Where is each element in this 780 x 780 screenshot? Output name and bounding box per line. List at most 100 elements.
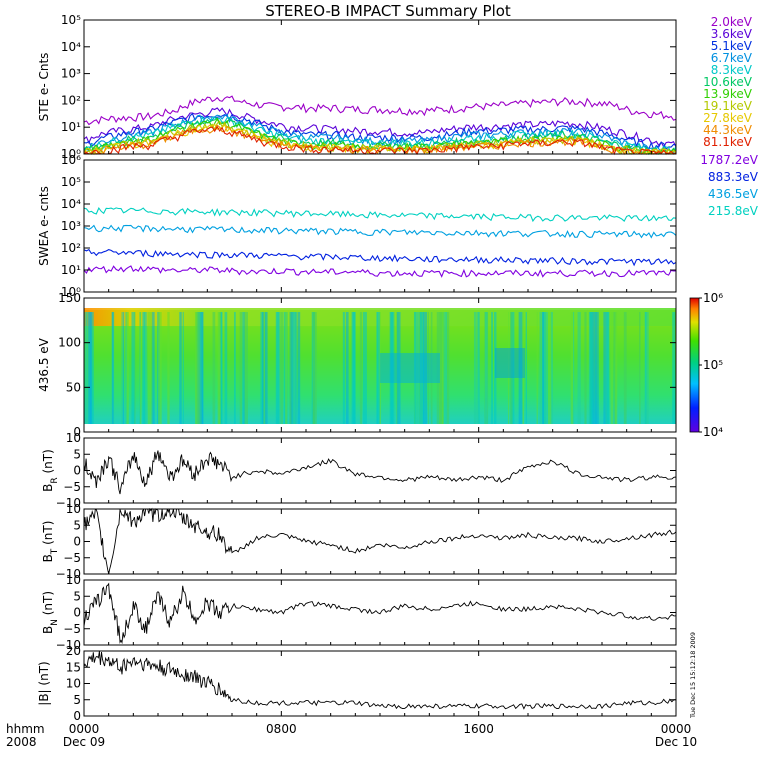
heatmap-stripe bbox=[613, 312, 617, 424]
y-tick-label: 10² bbox=[61, 93, 81, 107]
heatmap-stripe bbox=[242, 312, 244, 424]
heatmap-stripe bbox=[377, 312, 380, 424]
legend-entry: 13.9keV bbox=[703, 87, 753, 101]
y-tick-label: −5 bbox=[63, 622, 81, 636]
heatmap-stripe bbox=[217, 312, 221, 424]
colorbar-tick-label: 10⁴ bbox=[703, 425, 723, 439]
heatmap-stripe bbox=[139, 312, 142, 424]
panel-6: −10 −5 0 5 10 BN (nT) bbox=[41, 573, 677, 652]
y-tick-label: 10 bbox=[66, 431, 81, 445]
heatmap-stripe bbox=[573, 312, 575, 424]
y-axis-label-subscript: R bbox=[50, 477, 60, 483]
y-tick-label: 0 bbox=[73, 709, 81, 723]
legend-entry: 1787.2eV bbox=[700, 153, 758, 167]
heatmap-stripe bbox=[570, 312, 574, 424]
y-tick-label: −5 bbox=[63, 480, 81, 494]
heatmap-stripe bbox=[121, 312, 123, 424]
x-tick-label: 0000 bbox=[69, 722, 100, 736]
legend-entry: 44.3keV bbox=[703, 123, 753, 137]
heatmap-stripe bbox=[539, 312, 542, 424]
legend-entry: 5.1keV bbox=[711, 39, 753, 53]
x-axis-label: hhmm bbox=[6, 722, 45, 736]
heatmap-stripe bbox=[595, 312, 599, 424]
timestamp: Tue Dec 15 15:12:18 2009 bbox=[689, 632, 697, 719]
y-tick-label: 100 bbox=[58, 336, 81, 350]
y-axis-label: BR (nT) bbox=[41, 449, 60, 492]
heatmap-stripe bbox=[443, 312, 447, 424]
heatmap-stripe bbox=[151, 312, 153, 424]
heatmap-stripe bbox=[536, 312, 538, 424]
colorbar bbox=[689, 297, 700, 433]
heatmap-stripe bbox=[446, 312, 450, 424]
y-tick-label: 15 bbox=[66, 660, 81, 674]
heatmap-stripe bbox=[442, 312, 444, 424]
heatmap-stripe bbox=[147, 312, 152, 424]
y-tick-label: −10 bbox=[56, 496, 81, 510]
heatmap-stripe bbox=[131, 312, 135, 424]
heatmap-stripe bbox=[84, 312, 88, 424]
y-tick-label: 10⁵ bbox=[61, 13, 81, 27]
heatmap-stripe bbox=[260, 312, 264, 424]
y-axis-label: BN (nT) bbox=[41, 591, 60, 634]
x-tick-label: 0000 bbox=[661, 722, 692, 736]
y-tick-label: 10¹ bbox=[61, 263, 81, 277]
y-axis-label: BT (nT) bbox=[41, 521, 60, 563]
heatmap-stripe bbox=[179, 312, 182, 424]
heatmap-patch bbox=[380, 353, 440, 383]
field-trace bbox=[83, 450, 677, 495]
legend-entry: 436.5eV bbox=[708, 187, 759, 201]
heatmap-stripe bbox=[158, 312, 162, 424]
y-tick-label: 10³ bbox=[61, 219, 81, 233]
y-tick-label: 10⁰ bbox=[61, 147, 81, 161]
heatmap-stripe bbox=[290, 312, 294, 424]
x-tick-date: Dec 10 bbox=[655, 735, 697, 749]
heatmap-stripe bbox=[615, 312, 618, 424]
heatmap-stripe bbox=[376, 312, 378, 424]
y-axis-label: |B| (nT) bbox=[37, 661, 51, 705]
heatmap-stripe bbox=[345, 312, 349, 424]
heatmap-stripe bbox=[606, 312, 610, 424]
series-line-8.3keV bbox=[83, 115, 677, 155]
heatmap-stripe bbox=[280, 312, 283, 424]
heatmap-stripe bbox=[525, 312, 527, 424]
heatmap-stripe bbox=[88, 312, 92, 424]
colorbar-tick-label: 10⁵ bbox=[703, 358, 723, 372]
heatmap-stripe bbox=[297, 312, 301, 424]
y-tick-label: 10¹ bbox=[61, 120, 81, 134]
heatmap-stripe bbox=[293, 312, 297, 424]
y-tick-label: 0 bbox=[73, 535, 81, 549]
heatmap-stripe bbox=[590, 312, 593, 424]
heatmap-stripe bbox=[313, 312, 317, 424]
heatmap-stripe bbox=[194, 312, 197, 424]
heatmap-stripe bbox=[289, 312, 292, 424]
y-tick-label: 10 bbox=[66, 677, 81, 691]
heatmap-stripe bbox=[125, 312, 128, 424]
heatmap-stripe bbox=[200, 312, 202, 424]
heatmap-stripe bbox=[623, 312, 627, 424]
y-tick-label: 50 bbox=[66, 380, 81, 394]
legend-entry: 6.7keV bbox=[711, 51, 753, 65]
heatmap-stripe bbox=[610, 312, 613, 424]
y-tick-label: 10⁴ bbox=[61, 40, 81, 54]
field-trace bbox=[83, 582, 677, 645]
heatmap-stripe bbox=[167, 312, 170, 424]
series-line-6.7keV bbox=[83, 113, 677, 155]
legend-entry: 883.3eV bbox=[708, 170, 759, 184]
plot-title: STEREO-B IMPACT Summary Plot bbox=[265, 2, 511, 20]
y-tick-label: 10² bbox=[61, 241, 81, 255]
heatmap-patch bbox=[495, 348, 525, 378]
heatmap-stripe bbox=[91, 312, 94, 424]
heatmap-stripe bbox=[584, 312, 586, 424]
field-trace bbox=[83, 507, 677, 575]
y-tick-label: 10³ bbox=[61, 67, 81, 81]
heatmap-stripe bbox=[473, 312, 477, 424]
panel-7: 0 5 10 15 20 |B| (nT) bbox=[37, 644, 677, 723]
legend-entry: 8.3keV bbox=[711, 63, 753, 77]
y-tick-label: 5 bbox=[73, 447, 81, 461]
heatmap-stripe bbox=[548, 312, 552, 424]
y-tick-label: 10⁶ bbox=[61, 153, 81, 167]
series-line-3.6keV bbox=[83, 107, 677, 149]
heatmap-stripe bbox=[212, 312, 216, 424]
heatmap-stripe bbox=[122, 312, 125, 424]
